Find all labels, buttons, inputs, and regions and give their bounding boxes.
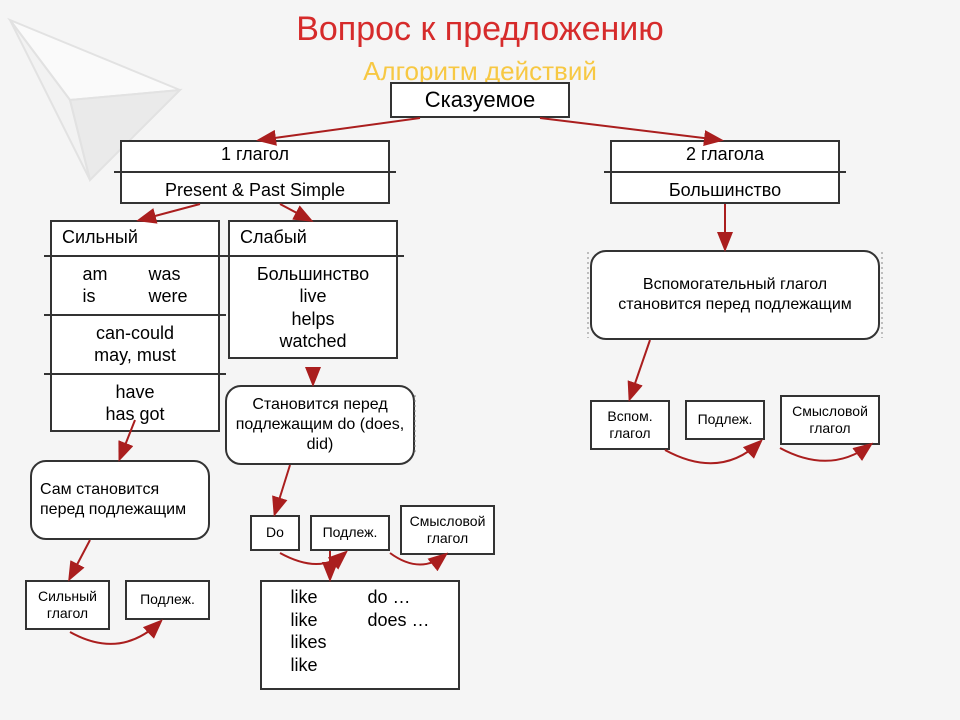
right-head-2: Большинство [612, 175, 838, 206]
weak-box: Слабый Большинство live helps watched [228, 220, 398, 359]
right-head-1: 2 глагола [612, 139, 838, 170]
strong-title: Сильный [52, 222, 218, 253]
res-right-subj: Подлеж. [685, 400, 765, 440]
weak-watched: watched [257, 330, 369, 353]
ex-r0: do … [367, 586, 410, 609]
res-right-aux: Вспом. глагол [590, 400, 670, 450]
ex-l3: like [290, 654, 317, 677]
strong-have: have [105, 381, 164, 404]
ex-l1: like [290, 609, 317, 632]
ex-l0: like [290, 586, 317, 609]
examples-box: like like likes like do … does … [260, 580, 460, 690]
right-rule: Вспомогательный глагол становится перед … [590, 250, 880, 340]
ex-l2: likes [290, 631, 326, 654]
main-title: Вопрос к предложению [0, 10, 960, 49]
strong-box: Сильный am is was were can-could may, mu… [50, 220, 220, 432]
weak-most: Большинство [257, 263, 369, 286]
strong-hasgot: has got [105, 403, 164, 426]
weak-rule: Становится перед подлежащим do (does, di… [225, 385, 415, 465]
strong-is: is [82, 285, 95, 308]
strong-were: were [148, 285, 187, 308]
right-head: 2 глагола Большинство [610, 140, 840, 204]
weak-helps: helps [257, 308, 369, 331]
res-weak-subj: Подлеж. [310, 515, 390, 551]
strong-was: was [148, 263, 180, 286]
res-strong-verb: Сильный глагол [25, 580, 110, 630]
left-head-1: 1 глагол [122, 139, 388, 170]
left-head-2: Present & Past Simple [122, 175, 388, 206]
weak-title: Слабый [230, 222, 396, 253]
res-right-main: Смысловой глагол [780, 395, 880, 445]
res-weak-main: Смысловой глагол [400, 505, 495, 555]
strong-may: may, must [94, 344, 176, 367]
res-weak-do: Do [250, 515, 300, 551]
res-strong-subj: Подлеж. [125, 580, 210, 620]
weak-live: live [257, 285, 369, 308]
strong-can: can-could [94, 322, 176, 345]
root-node: Сказуемое [390, 82, 570, 118]
left-head: 1 глагол Present & Past Simple [120, 140, 390, 204]
strong-am: am [82, 263, 107, 286]
strong-rule: Сам становится перед подлежащим [30, 460, 210, 540]
ex-r2: does … [367, 609, 429, 632]
